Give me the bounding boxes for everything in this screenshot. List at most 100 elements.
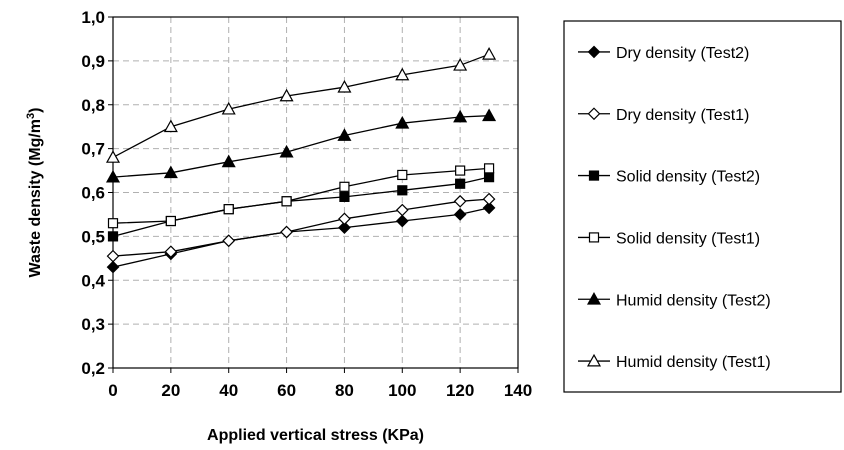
data-point [280,225,293,239]
data-point [397,185,408,196]
data-point [281,196,292,207]
y-tick-label: 1,0 [81,8,105,27]
y-axis-title: Waste density (Mg/m3) [25,108,44,278]
data-point [482,47,497,60]
y-tick-label: 0,9 [81,52,105,71]
legend-marker [587,107,601,121]
legend-item: Solid density (Test1) [578,230,760,247]
series-5 [105,108,497,183]
series-line [112,198,490,257]
x-tick-label: 40 [219,381,238,400]
series-line [112,53,490,158]
data-point [107,218,119,229]
x-tick-label: 20 [161,381,180,400]
legend-label: Dry density (Test1) [616,107,749,124]
data-point [163,165,178,179]
data-point [453,58,468,71]
data-point [455,178,466,189]
x-axis-ticks: 0 20 40 60 80 100 120 140 [108,368,532,400]
y-tick-label: 0,6 [81,184,105,203]
data-point [279,144,294,158]
data-point [395,115,410,129]
legend-marker [586,292,602,305]
data-point [397,169,408,181]
data-point [223,204,234,215]
data-point [337,79,352,93]
data-point [453,194,467,208]
data-point [339,191,350,202]
legend-label: Humid density (Test2) [616,292,771,309]
legend-label: Humid density (Test1) [616,354,771,371]
x-tick-label: 100 [388,381,416,400]
legend-item: Humid density (Test2) [578,292,771,309]
data-point [483,163,495,174]
data-point [221,154,236,168]
legend: Dry density (Test2) Dry density (Test1) So… [563,20,842,393]
series-layer [105,47,497,274]
data-point [221,101,236,115]
legend-marker [588,170,600,181]
y-tick-label: 0,8 [81,96,105,115]
legend-label: Dry density (Test2) [616,45,749,62]
data-point [107,231,119,242]
x-tick-label: 140 [504,381,532,400]
legend-box [563,20,842,393]
data-point [105,150,121,163]
y-axis-title-main: Waste density (Mg/m [27,119,44,278]
data-point [395,203,409,217]
data-point [482,108,497,122]
legend-item: Dry density (Test2) [578,45,749,62]
data-point [483,172,495,183]
data-point [395,67,410,81]
legend-item: Humid density (Test1) [578,353,771,371]
legend-marker [588,232,600,243]
y-tick-label: 0,4 [81,271,105,290]
data-point [453,208,467,221]
series-2 [106,192,496,263]
data-point [222,234,236,248]
data-point [339,181,350,192]
y-tick-label: 0,2 [81,359,105,378]
series-line [112,207,490,268]
x-tick-label: 120 [446,381,474,400]
y-tick-label: 0,7 [81,140,105,159]
data-point [163,119,178,133]
series-line [112,167,490,224]
x-tick-label: 80 [335,381,354,400]
data-point [337,128,352,141]
data-point [395,214,409,228]
y-axis-ticks: 0,2 0,3 0,4 0,5 0,6 0,7 0,8 0,9 1,0 [81,8,113,378]
series-line [112,115,490,178]
series-line [112,176,490,238]
legend-label: Solid density (Test1) [616,230,760,247]
data-point [106,260,120,274]
x-axis-title: Applied vertical stress (KPa) [207,427,424,444]
legend-item: Dry density (Test1) [578,107,749,124]
data-point [453,109,468,123]
data-point [106,249,120,263]
data-point [338,212,351,226]
data-point [455,165,466,176]
data-point [482,201,496,215]
legend-item: Solid density (Test2) [578,169,760,186]
legend-label: Solid density (Test2) [616,169,760,186]
data-point [279,88,294,102]
data-point [338,221,351,234]
y-tick-label: 0,3 [81,315,105,334]
legend-marker [587,45,601,59]
x-tick-label: 0 [108,381,117,400]
legend-marker [586,353,602,367]
series-6 [105,47,497,163]
data-point [105,169,121,183]
series-4 [107,163,495,229]
data-point [165,215,176,227]
data-point [164,245,178,259]
x-tick-label: 60 [277,381,296,400]
series-1 [106,201,496,274]
data-point [482,192,496,206]
y-axis-title-superscript: 3 [25,113,37,119]
y-tick-label: 0,5 [81,227,105,246]
y-axis-title-close: ) [27,108,44,113]
